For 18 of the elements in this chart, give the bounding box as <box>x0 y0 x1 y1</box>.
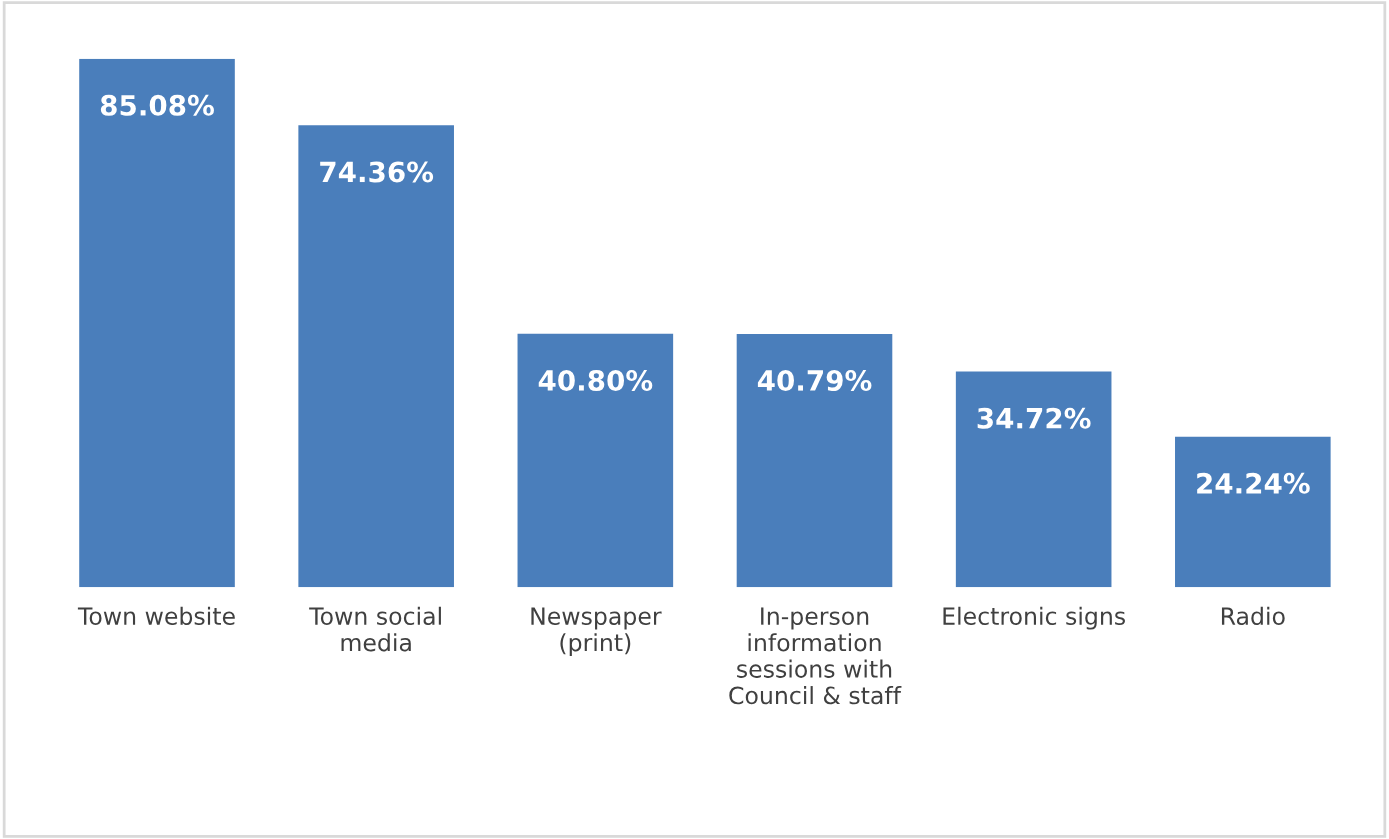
data-label: 40.79% <box>757 369 872 392</box>
bar <box>298 125 454 588</box>
data-label: 40.80% <box>538 369 653 391</box>
x-tick-label: Radio <box>1221 606 1285 626</box>
data-label: 34.72% <box>977 407 1091 429</box>
bar <box>955 371 1112 588</box>
x-tick-label: Electronic signs <box>943 606 1125 630</box>
bar <box>1175 436 1331 588</box>
x-tick-label: Town website <box>77 606 235 626</box>
x-tick-label: Town social media <box>309 606 441 652</box>
bar <box>736 333 893 588</box>
x-tick-label: In-person information sessions with Council & staff <box>729 607 902 705</box>
bar <box>79 58 235 588</box>
bar <box>517 333 674 588</box>
data-label: 74.36% <box>320 161 434 183</box>
data-label: 24.24% <box>1197 472 1310 494</box>
data-label: 85.08% <box>100 94 214 116</box>
x-tick-label: Newspaper (print) <box>531 607 662 657</box>
